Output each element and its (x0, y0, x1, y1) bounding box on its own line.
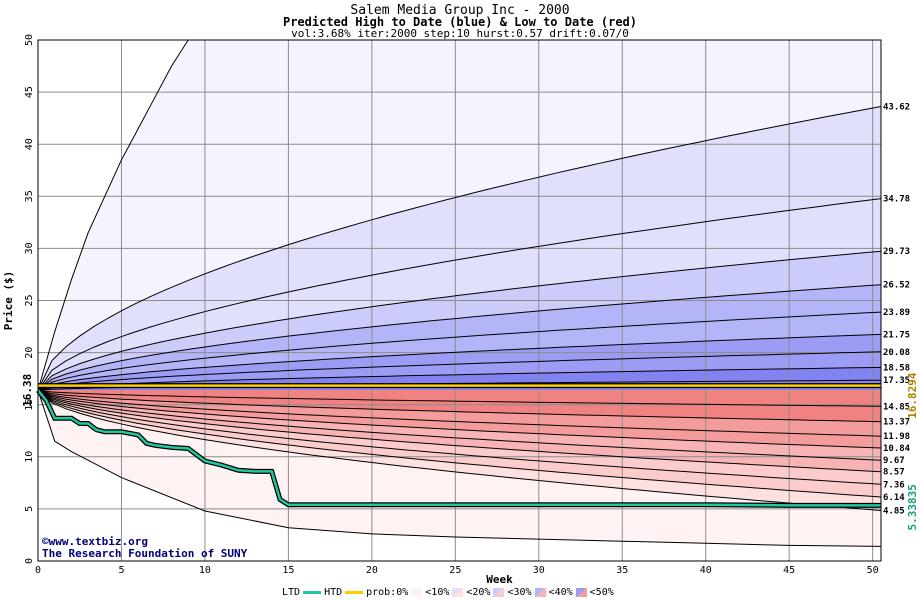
legend-band3-label: <30% (507, 587, 532, 598)
x-tick-25: 25 (449, 565, 461, 576)
high-final-label-7: 18.58 (883, 363, 910, 373)
low-percentile-line-4 (37, 389, 882, 461)
high-percentile-line-3 (37, 284, 882, 391)
legend-band2-label: <20% (466, 587, 491, 598)
legend-htd-swatch (345, 591, 364, 594)
low-final-label-0: 14.85 (883, 402, 910, 412)
legend-ltd-label: LTD (282, 587, 301, 598)
high-percentile-line-2 (37, 250, 882, 391)
high-percentile-line-4 (37, 311, 882, 391)
y-tick-0: 0 (24, 558, 35, 564)
chart-subtitle: Predicted High to Date (blue) & Low to D… (282, 15, 637, 29)
high-percentile-line-7 (37, 366, 882, 391)
low-final-label-4: 9.67 (883, 456, 905, 466)
low-final-label-7: 6.14 (883, 493, 905, 503)
legend-htd-label: HTD (324, 587, 343, 598)
x-tick-5: 5 (118, 565, 124, 576)
y-tick-40: 40 (24, 138, 35, 150)
y-tick-35: 35 (24, 190, 35, 202)
low-outer-envelope (37, 390, 882, 547)
low-percentile-line-1 (37, 389, 882, 423)
high-final-label-5: 21.75 (883, 330, 910, 340)
low-final-label-3: 10.84 (883, 444, 911, 454)
legend-band1-label: <10% (425, 587, 450, 598)
low-percentile-line-8 (37, 389, 882, 511)
credit-website: ©www.textbiz.org (42, 535, 148, 548)
low-percentile-line-2 (37, 389, 882, 437)
y-tick-10: 10 (24, 451, 35, 463)
current-high-label: 16.8294 (906, 372, 919, 419)
y-tick-45: 45 (24, 86, 35, 98)
high-final-label-2: 29.73 (883, 247, 910, 257)
y-tick-50: 50 (24, 34, 35, 46)
x-tick-35: 35 (616, 565, 628, 576)
y-tick-20: 20 (24, 347, 35, 359)
legend-swatch-10 (452, 588, 464, 597)
high-percentile-line-6 (37, 351, 882, 391)
x-tick-10: 10 (199, 565, 211, 576)
y-tick-5: 5 (24, 506, 35, 512)
x-tick-50: 50 (867, 565, 879, 576)
low-percentile-line-5 (37, 389, 882, 473)
high-percentile-line-0 (37, 106, 882, 391)
x-tick-45: 45 (783, 565, 795, 576)
legend-swatch-0 (411, 588, 423, 597)
high-final-label-3: 26.52 (883, 281, 910, 291)
high-final-label-4: 23.89 (883, 308, 910, 318)
low-percentile-line-0 (37, 389, 882, 407)
y-tick-15: 15 (24, 399, 35, 411)
low-final-label-8: 4.85 (883, 506, 905, 516)
high-percentile-line-1 (37, 198, 882, 391)
legend-band4-label: <40% (548, 587, 573, 598)
ltd-line (37, 389, 881, 507)
x-tick-0: 0 (35, 565, 41, 576)
low-percentile-line-3 (37, 389, 882, 449)
legend-swatch-30 (534, 588, 546, 597)
legend-band5-label: <50% (589, 587, 614, 598)
legend: LTD HTD prob:0% <10% <20% <30% <40% <50% (282, 586, 614, 599)
y-axis-title: Price ($) (2, 271, 15, 331)
high-final-label-1: 34.78 (883, 195, 910, 205)
legend-swatch-20 (493, 588, 505, 597)
low-band-0 (38, 390, 881, 407)
low-final-label-2: 11.98 (883, 432, 910, 442)
legend-swatch-40 (575, 588, 587, 597)
x-tick-15: 15 (282, 565, 294, 576)
simulation-params: vol:3.68% iter:2000 step:10 hurst:0.57 d… (291, 27, 629, 40)
x-tick-30: 30 (533, 565, 545, 576)
high-final-label-8: 17.35 (883, 376, 910, 386)
legend-prob-label: prob:0% (366, 587, 409, 598)
plot-frame (37, 39, 882, 562)
low-percentile-line-7 (37, 389, 882, 498)
legend-ltd-swatch (303, 591, 322, 594)
low-final-label-1: 13.37 (883, 418, 910, 428)
low-percentile-line-6 (37, 389, 882, 485)
high-final-label-6: 20.08 (883, 348, 910, 358)
high-final-label-0: 43.62 (883, 102, 910, 112)
y-tick-25: 25 (24, 294, 35, 306)
chart-title: Salem Media Group Inc - 2000 (350, 3, 570, 18)
start-price-label: 16.38 (21, 374, 34, 407)
x-tick-20: 20 (366, 565, 378, 576)
low-final-label-5: 8.57 (883, 468, 905, 478)
y-tick-30: 30 (24, 242, 35, 254)
credit-organization: The Research Foundation of SUNY (42, 547, 248, 560)
x-tick-40: 40 (700, 565, 712, 576)
high-percentile-line-5 (37, 333, 882, 391)
x-axis-title: Week (486, 573, 513, 586)
low-final-label-6: 7.36 (883, 480, 905, 490)
current-low-label: 5.33835 (906, 484, 919, 530)
